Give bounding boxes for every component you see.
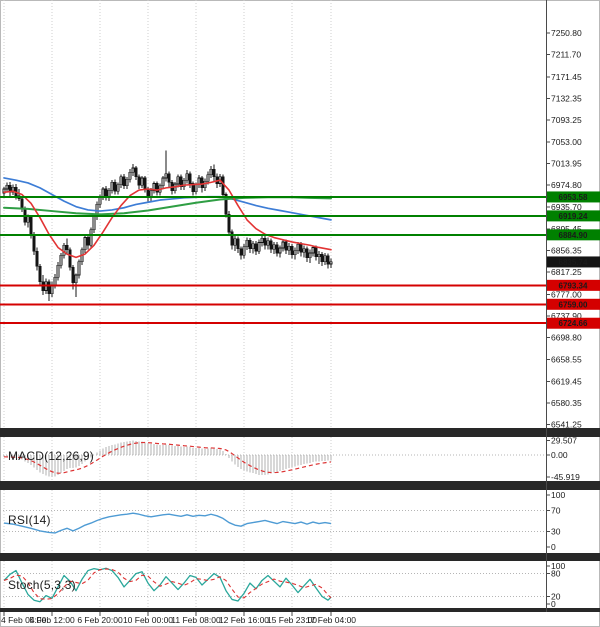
price-axis-label: 6619.45 (551, 376, 582, 386)
rsi-label: RSI(14) (8, 513, 51, 527)
rsi-scale-label: 100 (551, 490, 565, 500)
price-axis-label: 6856.35 (551, 246, 582, 256)
time-axis-label: 6 Feb 20:00 (77, 615, 123, 625)
stoch-pane (0, 567, 546, 603)
time-axis-label: 17 Feb 04:00 (306, 615, 356, 625)
price-axis-label: 6974.80 (551, 180, 582, 190)
rsi-scale-label: 0 (551, 542, 556, 552)
time-axis-label: 12 Feb 16:00 (219, 615, 269, 625)
price-axis-label: 6580.35 (551, 398, 582, 408)
resistance-price-badge-text: 6953.58 (559, 193, 588, 202)
price-axis[interactable]: 7250.80 7211.70 7171.45 7132.35 7093.25 7053.… (546, 0, 582, 612)
support-price-badge (547, 298, 600, 310)
stoch-scale-label: 20 (551, 591, 561, 601)
time-axis-label: 10 Feb 00:00 (123, 615, 173, 625)
support-price-badge-text: 6724.66 (559, 319, 588, 328)
stoch-k-line (3, 567, 332, 603)
pane-separator[interactable] (0, 608, 600, 612)
rsi-line (3, 512, 332, 534)
price-axis-label: 6895.45 (551, 224, 582, 234)
support-price-badge (547, 317, 600, 329)
resistance-price-badge (547, 210, 600, 222)
resistance-price-badge-text: 6884.90 (559, 231, 588, 240)
pane-separators[interactable] (0, 428, 600, 612)
time-axis[interactable]: 4 Feb 04:005 Feb 12:00 6 Feb 20:00 10 Feb … (1, 612, 356, 625)
macd-pane (0, 440, 546, 478)
macd-label: MACD(12,26,9) (8, 449, 94, 463)
price-axis-label: 6698.80 (551, 332, 582, 342)
price-axis-label: 7211.70 (551, 50, 581, 60)
stoch-scale-label: 80 (551, 569, 561, 579)
price-axis-label: 6737.90 (551, 311, 582, 321)
pane-separator[interactable] (0, 553, 600, 561)
candles-layer (2, 150, 333, 301)
price-axis-label: 6817.25 (551, 267, 582, 277)
stoch-scale-label: 100 (551, 561, 565, 571)
time-axis-label: 11 Feb 08:00 (171, 615, 221, 625)
support-price-badge (547, 279, 600, 291)
current-price-badge (547, 256, 600, 268)
time-axis-label: 4 Feb 04:00 (1, 615, 47, 625)
price-axis-label: 7171.45 (551, 72, 582, 82)
price-axis-label: 7093.25 (551, 115, 582, 125)
resistance-price-badge (547, 229, 600, 241)
price-axis-label: 6777.00 (551, 289, 582, 299)
price-axis-label: 7250.80 (551, 28, 582, 38)
pane-separator[interactable] (0, 481, 600, 490)
rsi-scale-label: 30 (551, 526, 561, 536)
macd-signal-line (3, 441, 332, 474)
current-price-badge-text: 6835.74 (559, 258, 588, 267)
time-axis-label: 5 Feb 12:00 (29, 615, 75, 625)
price-axis-label: 7013.95 (551, 159, 582, 169)
price-axis-label: 6935.70 (551, 202, 582, 212)
price-axis-label: 6658.55 (551, 355, 582, 365)
resistance-price-badge (547, 191, 600, 203)
levels-layer (0, 195, 546, 325)
rsi-scale-label: 70 (551, 506, 561, 516)
rsi-pane (0, 510, 546, 534)
support-price-badge-text: 6793.34 (559, 281, 588, 290)
stoch-label: Stoch(5,3,3) (8, 578, 76, 592)
price-axis-label: 7132.35 (551, 93, 582, 103)
stoch-d-line (3, 568, 332, 600)
macd-scale-label: -45.919 (551, 472, 580, 482)
price-axis-label: 7053.00 (551, 137, 582, 147)
support-price-badge-text: 6759.00 (559, 300, 588, 309)
resistance-price-badge-text: 6919.24 (559, 212, 588, 221)
macd-scale-label: 29.507 (551, 436, 577, 446)
stoch-scale-label: 0 (551, 599, 556, 609)
time-axis-label: 15 Feb 23:00 (267, 615, 317, 625)
price-badges: 6953.58 6919.24 6884.90 6793.34 6759.00 6724.… (547, 191, 600, 329)
price-axis-label: 6541.25 (551, 419, 582, 429)
pane-separator[interactable] (0, 428, 600, 437)
mid-ma-blue (3, 177, 332, 221)
macd-scale-label: 0.00 (551, 450, 568, 460)
fast-ma-red (3, 179, 332, 259)
